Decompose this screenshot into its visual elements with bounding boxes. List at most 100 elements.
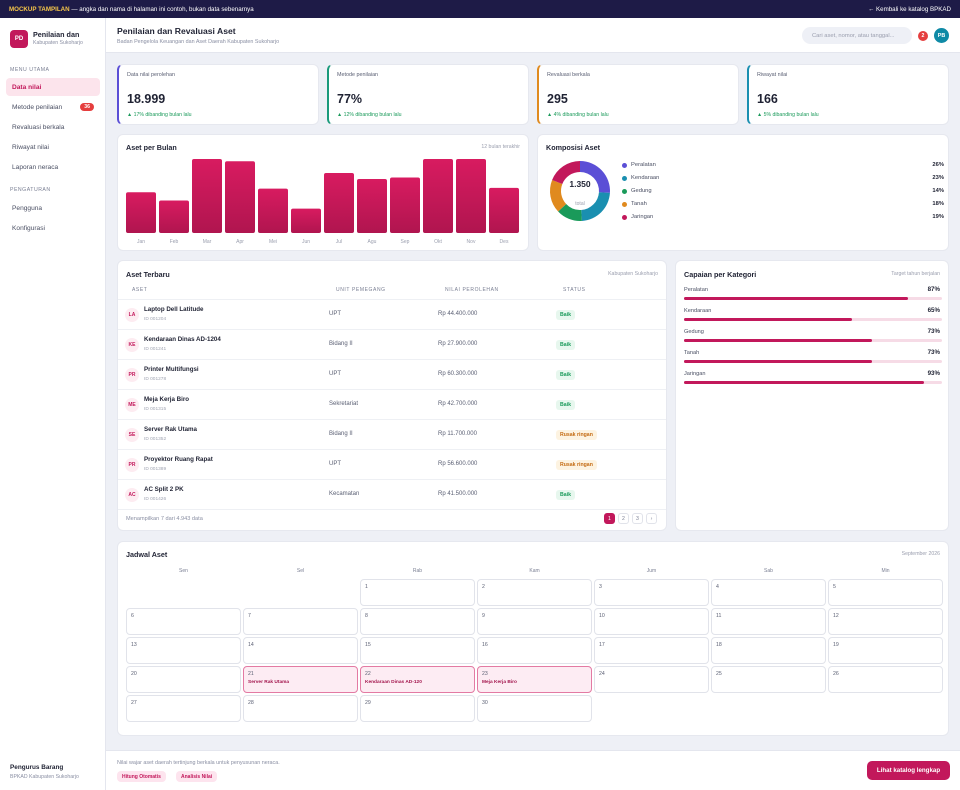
donut-chart-card: Komposisi Aset 1.350 total Peralatan 26% K…	[537, 134, 949, 251]
bar-apr[interactable]	[225, 161, 255, 233]
calendar-day[interactable]: 30	[477, 695, 592, 722]
calendar-day[interactable]: 28	[243, 695, 358, 722]
calendar-day[interactable]: 14	[243, 637, 358, 664]
bar-jun[interactable]	[291, 208, 321, 233]
bar-nov[interactable]	[456, 159, 486, 233]
page-button-3[interactable]: 3	[632, 513, 643, 524]
table-row[interactable]: ME Meja Kerja Biro ID 001315 Sekretariat Rp …	[118, 389, 666, 419]
asset-value: Rp 60.300.000	[438, 371, 478, 377]
progress-label: Tanah	[684, 350, 700, 356]
donut-slice-gedung[interactable]	[558, 204, 582, 221]
donut-total: 1.350	[569, 179, 591, 189]
calendar-day[interactable]: 15	[360, 637, 475, 664]
calendar-day[interactable]: 8	[360, 608, 475, 635]
calendar-day[interactable]: 12	[828, 608, 943, 635]
sidebar-item-riwayat[interactable]: Riwayat nilai	[6, 138, 100, 156]
page-button-1[interactable]: 1	[604, 513, 615, 524]
next-page-button[interactable]: ›	[646, 513, 657, 524]
asset-name: Server Rak Utama	[144, 426, 197, 433]
calendar-day-event[interactable]: 21 Server Rak Utama	[243, 666, 358, 693]
day-number: 6	[131, 613, 134, 619]
calendar-day[interactable]: 29	[360, 695, 475, 722]
progress-label: Jaringan	[684, 371, 706, 377]
table-row[interactable]: LA Laptop Dell Latitude ID 001204 UPT Rp 44.…	[118, 299, 666, 329]
day-number: 10	[599, 613, 605, 619]
calendar-day[interactable]: 2	[477, 579, 592, 606]
calendar-day[interactable]: 10	[594, 608, 709, 635]
tag-chip[interactable]: Hitung Otomatis	[117, 771, 166, 782]
calendar-day[interactable]: 25	[711, 666, 826, 693]
calendar-day[interactable]: 4	[711, 579, 826, 606]
calendar-day[interactable]: 5	[828, 579, 943, 606]
calendar-day[interactable]: 24	[594, 666, 709, 693]
catalog-button[interactable]: Lihat katalog lengkap	[867, 761, 950, 780]
calendar-day[interactable]: 11	[711, 608, 826, 635]
asset-initials: PR	[125, 458, 139, 472]
notification-badge[interactable]: 2	[918, 31, 928, 41]
donut-slice-jaringan[interactable]	[552, 161, 580, 185]
calendar-day[interactable]: 1	[360, 579, 475, 606]
sidebar-item-label: Konfigurasi	[12, 224, 45, 232]
status-badge: Baik	[556, 370, 575, 380]
calendar-day[interactable]: 26	[828, 666, 943, 693]
calendar-day[interactable]: 17	[594, 637, 709, 664]
page-button-2[interactable]: 2	[618, 513, 629, 524]
donut-slice-kendaraan[interactable]	[581, 192, 610, 221]
calendar-day[interactable]: 13	[126, 637, 241, 664]
calendar-day[interactable]: 7	[243, 608, 358, 635]
calendar-day[interactable]: 3	[594, 579, 709, 606]
x-tick-label: Nov	[467, 239, 476, 245]
day-number: 15	[365, 642, 371, 648]
weekday-header: Sen	[179, 568, 188, 574]
bar-jul[interactable]	[324, 173, 354, 233]
asset-initials: AC	[125, 488, 139, 502]
avatar[interactable]: PB	[934, 28, 949, 43]
donut-slice-peralatan[interactable]	[580, 161, 610, 193]
back-link[interactable]: ← Kembali ke katalog BPKAD	[868, 5, 951, 13]
bar-mar[interactable]	[192, 159, 222, 233]
weekday-header: Jum	[646, 568, 657, 574]
sidebar-item-konfigurasi[interactable]: Konfigurasi	[6, 219, 100, 237]
bar-agu[interactable]	[357, 178, 387, 233]
sidebar-item-laporan[interactable]: Laporan neraca	[6, 158, 100, 176]
legend-label: Tanah	[631, 201, 647, 207]
page-title: Penilaian dan Revaluasi Aset	[117, 26, 236, 36]
bar-mei[interactable]	[258, 188, 288, 233]
progress-percent: 65%	[927, 307, 940, 314]
table-row[interactable]: KE Kendaraan Dinas AD-1204 ID 001241 Bidang…	[118, 329, 666, 359]
calendar-day[interactable]: 18	[711, 637, 826, 664]
calendar-day-event[interactable]: 22 Kendaraan Dinas AD-120	[360, 666, 475, 693]
calendar-day[interactable]: 20	[126, 666, 241, 693]
calendar-day[interactable]: 16	[477, 637, 592, 664]
calendar-day[interactable]: 6	[126, 608, 241, 635]
table-row[interactable]: PR Proyektor Ruang Rapat ID 001389 UPT Rp 56…	[118, 449, 666, 479]
calendar-day[interactable]: 27	[126, 695, 241, 722]
calendar-day[interactable]: 19	[828, 637, 943, 664]
calendar-day[interactable]: 9	[477, 608, 592, 635]
table-row[interactable]: PR Printer Multifungsi ID 001278 UPT Rp 60.3…	[118, 359, 666, 389]
table-row[interactable]: AC AC Split 2 PK ID 001426 Kecamatan Rp 41.5…	[118, 479, 666, 509]
tag-chip[interactable]: Analisis Nilai	[176, 771, 218, 782]
search-input[interactable]: Cari aset, nomor, atau tanggal...	[802, 27, 912, 44]
bar-okt[interactable]	[423, 159, 453, 233]
bar-sep[interactable]	[390, 177, 420, 234]
asset-name: Meja Kerja Biro	[144, 396, 190, 403]
donut-slice-tanah[interactable]	[550, 179, 567, 212]
stat-value: 295	[547, 92, 568, 106]
bar-des[interactable]	[489, 187, 519, 233]
column-header: ASET	[132, 287, 148, 293]
bar-jan[interactable]	[126, 192, 156, 233]
day-number: 25	[716, 671, 722, 677]
calendar-day-event[interactable]: 23 Meja Kerja Biro	[477, 666, 592, 693]
sidebar-item-revaluasi[interactable]: Revaluasi berkala	[6, 118, 100, 136]
sidebar-item-metode[interactable]: Metode penilaian 36	[6, 98, 100, 116]
progress-percent: 93%	[927, 370, 940, 377]
bar-feb[interactable]	[159, 200, 189, 233]
sidebar-item-pengguna[interactable]: Pengguna	[6, 199, 100, 217]
asset-name: Kendaraan Dinas AD-1204	[144, 336, 221, 343]
table-row[interactable]: SE Server Rak Utama ID 001352 Bidang II Rp 1…	[118, 419, 666, 449]
sidebar-item-data-nilai[interactable]: Data nilai	[6, 78, 100, 96]
asset-unit: Bidang II	[329, 341, 353, 347]
asset-id: ID 001204	[144, 317, 167, 322]
weekday-header: Kam	[529, 568, 540, 574]
